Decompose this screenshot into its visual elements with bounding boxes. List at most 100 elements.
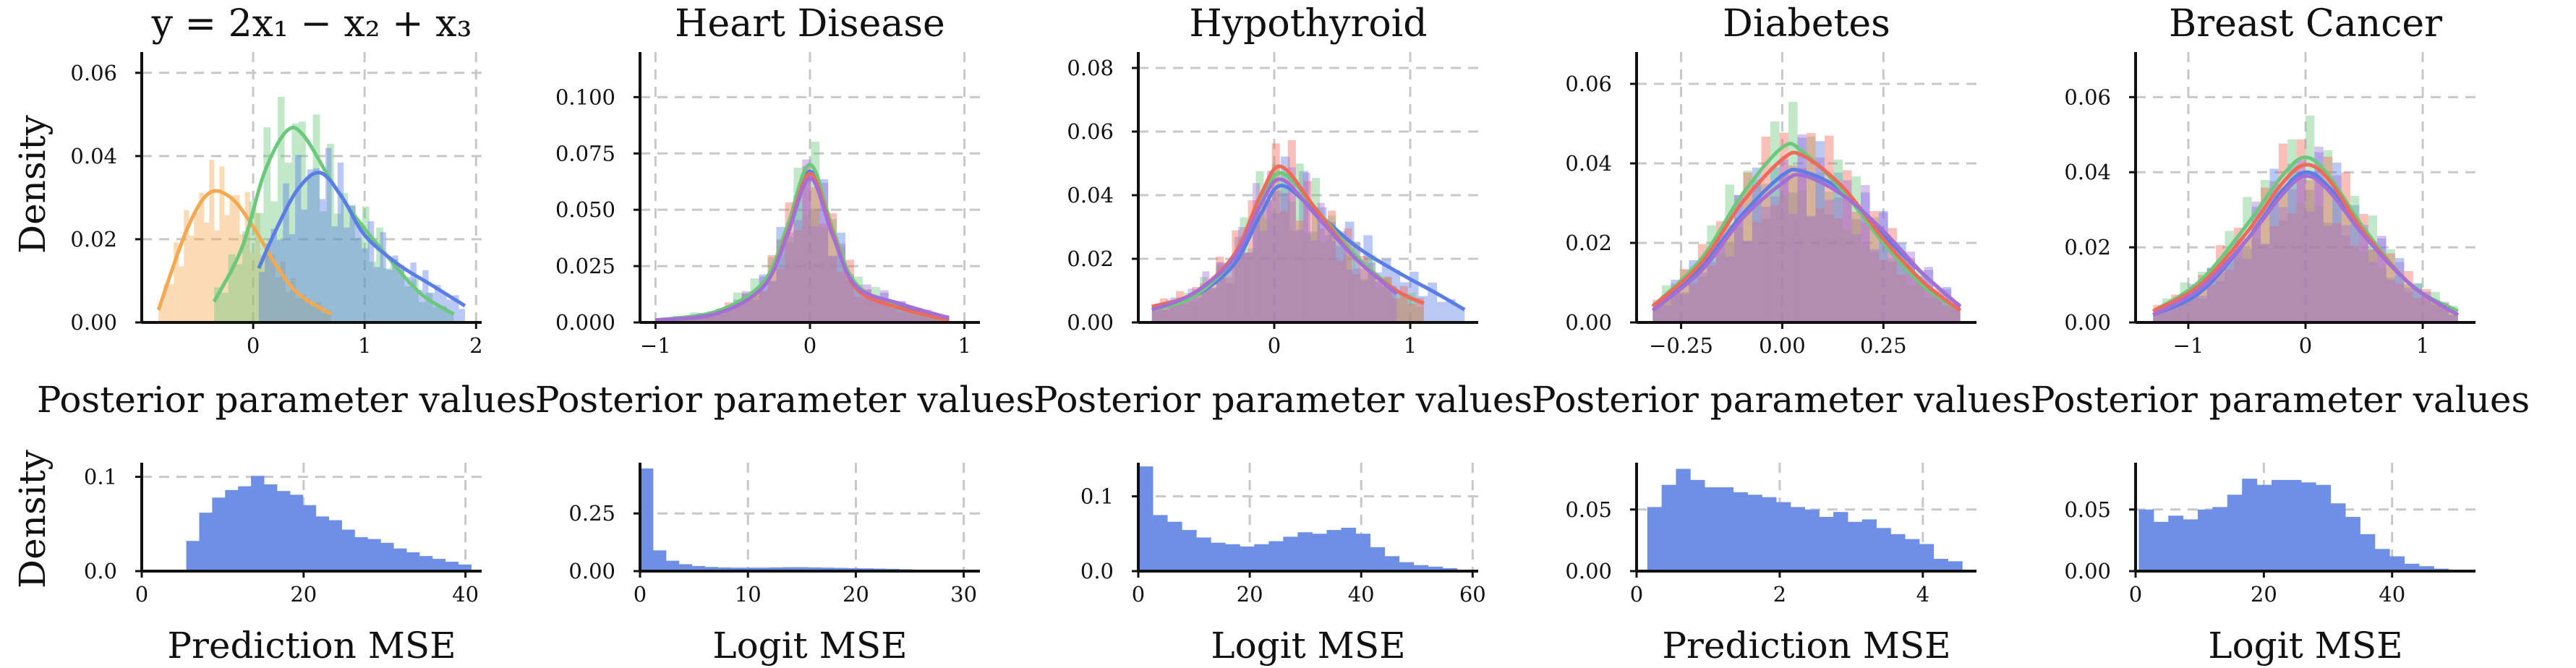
histogram-bar: [397, 269, 405, 322]
histogram-bar: [432, 307, 440, 322]
histogram-bar: [1281, 192, 1289, 322]
histogram-bar: [888, 301, 897, 322]
histogram-bar: [2360, 534, 2376, 571]
histogram-bar: [376, 227, 384, 322]
histogram-bar: [1151, 311, 1160, 322]
histogram-bar: [1295, 163, 1304, 322]
histogram-bar: [242, 231, 250, 322]
histogram-bar: [1705, 487, 1720, 571]
histogram-bar: [1195, 297, 1203, 322]
histogram-bar: [1879, 246, 1888, 322]
histogram-bar: [289, 494, 304, 571]
histogram-bar: [2359, 225, 2368, 322]
histogram-bar: [348, 205, 356, 322]
histogram-bar: [1843, 170, 1852, 322]
histogram-bar: [2180, 302, 2189, 322]
histogram-bar: [1208, 288, 1216, 322]
histogram-bar: [302, 505, 317, 571]
x-tick-label: 0: [634, 582, 647, 607]
histogram-bar: [1240, 546, 1255, 571]
histogram-bar: [1833, 512, 1848, 571]
histogram-bar: [1151, 307, 1160, 322]
panel-8: 0 20 40 60 0.0 0.1 Logit MSE: [1080, 463, 1486, 667]
histogram-bar: [1255, 171, 1264, 322]
histogram-bar: [380, 232, 386, 322]
x-tick-label: 20: [290, 582, 317, 607]
histogram-bar: [1200, 283, 1208, 322]
histogram-bar: [2404, 291, 2413, 322]
histogram-bar: [2242, 479, 2258, 571]
histogram-bar: [837, 232, 846, 322]
histogram-bar: [284, 163, 292, 322]
histogram-bar: [1679, 294, 1689, 322]
histogram-bar: [2296, 160, 2306, 322]
histogram-bar: [1733, 227, 1744, 322]
histogram-bar: [2341, 236, 2350, 322]
histogram-bar: [1159, 298, 1168, 322]
histogram-bar: [879, 304, 889, 322]
histogram-bar: [320, 312, 326, 322]
histogram-bar: [2212, 507, 2228, 571]
histogram-bar: [1225, 283, 1235, 322]
histogram-bar: [1725, 224, 1734, 322]
histogram-bar: [1167, 521, 1182, 571]
histogram-bar: [2296, 202, 2306, 322]
histogram-bar: [2389, 556, 2405, 571]
histogram-bar: [1825, 200, 1834, 322]
histogram-bar: [2225, 252, 2234, 322]
histogram-bar: [1383, 278, 1392, 322]
histogram-bar: [1761, 206, 1770, 322]
histogram-bar: [328, 520, 342, 571]
histogram-bar: [2314, 146, 2324, 322]
histogram-bar: [1879, 260, 1888, 322]
histogram-bar: [2422, 300, 2431, 322]
histogram-bar: [914, 310, 924, 322]
y-tick-label: 0.02: [2064, 235, 2111, 260]
histogram-bar: [1263, 219, 1272, 322]
histogram-bar: [1317, 202, 1325, 322]
histogram-bar: [1407, 292, 1416, 322]
histogram-bar: [2431, 301, 2440, 322]
histogram-bar: [811, 226, 820, 322]
histogram-bar: [2153, 314, 2162, 322]
panel-title: y = 2x₁ − x₂ + x₃: [151, 2, 472, 46]
histogram-bar: [1211, 542, 1226, 571]
x-tick-label: −1: [2173, 333, 2204, 358]
histogram-bar: [2386, 280, 2395, 322]
histogram-bar: [2350, 224, 2360, 322]
x-tick-label: 0: [135, 582, 148, 607]
y-tick-label: 0.1: [84, 465, 117, 489]
histogram-bar: [2188, 294, 2198, 322]
histogram-bar: [1173, 300, 1181, 322]
histogram-bar: [1331, 241, 1339, 322]
histogram-bar: [914, 309, 924, 322]
histogram-bar: [724, 309, 733, 322]
histogram-bar: [1389, 286, 1397, 322]
histogram-bar: [1138, 466, 1153, 571]
panel-4: −0.25 0.00 0.25 0.00 0.02 0.04 0.06 Diabetes Pos…: [1532, 2, 2031, 421]
panel-1: 0 1 2 0.00 0.02 0.04 0.06 y = 2x₁ − x₂ + x₃ Post…: [37, 2, 536, 421]
histogram-bar: [704, 567, 718, 571]
histogram-bar: [2345, 517, 2360, 571]
y-tick-label: 0.050: [555, 197, 615, 222]
histogram-bar: [1289, 231, 1300, 322]
histogram-bar: [2422, 296, 2431, 322]
histogram-bar: [1255, 199, 1264, 322]
histogram-bar: [392, 255, 398, 322]
y-tick-label: 0.08: [1067, 56, 1114, 80]
histogram-bar: [319, 199, 326, 322]
histogram-bar: [828, 255, 837, 322]
histogram-bar: [1951, 308, 1961, 322]
histogram-bar: [2332, 175, 2342, 322]
histogram-bar: [811, 187, 820, 322]
histogram-bar: [1166, 299, 1174, 322]
histogram-bar: [1224, 262, 1232, 322]
panel-title: Heart Disease: [675, 2, 945, 46]
histogram-bar: [1671, 289, 1680, 322]
histogram-bar: [1661, 484, 1676, 571]
histogram-bar: [362, 206, 370, 322]
histogram-bar: [1924, 297, 1934, 322]
histogram-bar: [845, 280, 854, 322]
histogram-bar: [225, 489, 239, 571]
